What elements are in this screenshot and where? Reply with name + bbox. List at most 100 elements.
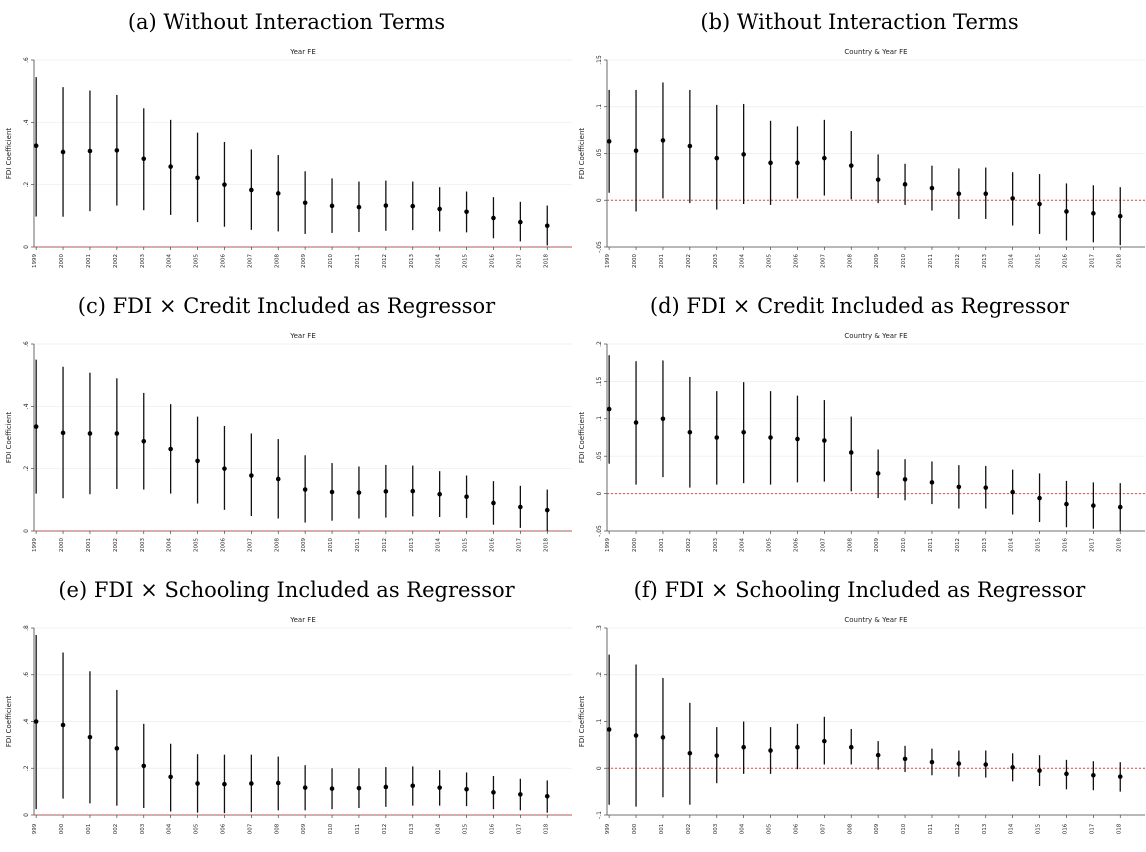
x-tick-label: 015 — [463, 823, 469, 834]
point-estimate — [518, 792, 523, 797]
point-estimate — [956, 191, 962, 197]
point-estimate — [633, 420, 639, 425]
x-tick-label: 2001 — [659, 254, 665, 268]
x-tick-label: 2015 — [1036, 254, 1042, 268]
point-estimate — [464, 209, 469, 215]
x-tick-label: 2016 — [489, 538, 495, 552]
x-tick-label: 000 — [632, 823, 638, 834]
x-tick-label: 011 — [355, 824, 361, 835]
point-estimate — [768, 748, 773, 753]
point-estimate — [1064, 209, 1069, 214]
x-tick-label: 2010 — [901, 254, 907, 268]
x-tick-label: 2004 — [740, 538, 746, 552]
x-tick-label: 2008 — [274, 538, 280, 552]
chart-title: Year FE — [289, 616, 316, 624]
y-axis-label: FDI Coefficient — [5, 128, 13, 179]
point-estimate — [275, 191, 281, 196]
point-estimate — [33, 424, 39, 429]
point-estimate — [848, 744, 854, 750]
point-estimate — [437, 785, 442, 790]
y-axis-label: FDI Coefficient — [578, 696, 586, 747]
x-tick-label: 2005 — [767, 538, 773, 552]
x-tick-label: 2006 — [220, 254, 226, 268]
x-tick-label: 2000 — [632, 538, 638, 552]
x-tick-label: 015 — [1036, 823, 1042, 834]
panel-caption: (a) Without Interaction Terms — [127, 10, 446, 34]
point-estimate — [302, 785, 308, 790]
panel-d: (d) FDI × Credit Included as Regressor C… — [573, 284, 1146, 568]
x-tick-label: 2013 — [982, 538, 988, 552]
coefficient-plot: Year FE FDI Coefficient 0 .2 .4 .6 .8 999 000 001… — [5, 616, 572, 835]
x-tick-label: 004 — [167, 823, 173, 834]
x-tick-label: 2003 — [140, 538, 146, 552]
y-axis-label: FDI Coefficient — [5, 696, 13, 747]
x-tick-label: 003 — [713, 823, 719, 834]
x-tick-label: 2004 — [167, 254, 173, 268]
point-estimate — [195, 781, 200, 786]
x-tick-label: 2011 — [355, 254, 361, 268]
x-tick-label: 013 — [409, 823, 415, 834]
y-tick-label: .15 — [596, 55, 603, 65]
x-tick-label: 2004 — [740, 254, 746, 268]
point-estimate — [60, 722, 66, 728]
x-tick-label: 006 — [793, 823, 799, 834]
point-estimate — [491, 790, 496, 795]
point-estimate — [1091, 503, 1096, 508]
point-estimate — [1091, 772, 1096, 778]
y-tick-label: .1 — [596, 416, 603, 422]
point-estimate — [222, 781, 227, 787]
panel-f: (f) FDI × Schooling Included as Regresso… — [573, 568, 1146, 852]
chart-title: Year FE — [289, 48, 316, 56]
x-tick-label: 006 — [220, 823, 226, 834]
point-estimate — [606, 727, 612, 732]
x-tick-label: 2010 — [328, 538, 334, 552]
point-estimate — [1010, 765, 1015, 770]
point-estimate — [1064, 501, 1069, 507]
panel-caption: (f) FDI × Schooling Included as Regresso… — [633, 578, 1086, 602]
x-tick-label: 011 — [928, 824, 934, 835]
x-tick-label: 008 — [847, 823, 853, 834]
x-tick-label: 005 — [767, 823, 773, 834]
y-tick-label: .2 — [596, 341, 603, 347]
x-tick-label: 014 — [1009, 823, 1015, 834]
point-estimate — [741, 744, 746, 750]
point-estimate — [302, 200, 308, 206]
x-tick-label: 2014 — [1009, 254, 1015, 268]
point-estimate — [114, 431, 120, 436]
point-estimate — [687, 750, 693, 756]
point-estimate — [983, 191, 989, 197]
panel-caption: (d) FDI × Credit Included as Regressor — [649, 294, 1070, 318]
x-tick-label: 2018 — [1116, 254, 1122, 268]
point-estimate — [929, 185, 935, 191]
x-tick-label: 017 — [516, 823, 522, 834]
point-estimate — [168, 164, 173, 169]
point-estimate — [687, 143, 693, 149]
point-estimate — [329, 489, 335, 495]
x-tick-label: 016 — [489, 823, 495, 834]
x-tick-label: 2001 — [659, 538, 665, 552]
point-estimate — [437, 491, 442, 497]
x-tick-label: 008 — [274, 823, 280, 834]
point-estimate — [848, 163, 854, 168]
y-tick-label: .6 — [23, 57, 30, 63]
x-tick-label: 018 — [543, 823, 549, 834]
x-tick-label: 001 — [86, 824, 92, 835]
x-tick-label: 2001 — [86, 538, 92, 552]
point-estimate — [410, 203, 416, 209]
x-tick-label: 018 — [1116, 823, 1122, 834]
x-tick-label: 010 — [328, 823, 334, 834]
x-tick-label: 012 — [955, 824, 961, 835]
y-tick-label: .2 — [23, 182, 30, 188]
y-tick-label: .2 — [23, 765, 30, 771]
point-estimate — [249, 473, 254, 478]
x-tick-label: 000 — [59, 823, 65, 834]
point-estimate — [660, 138, 666, 143]
panel-b: (b) Without Interaction Terms Country & … — [573, 0, 1146, 284]
y-tick-label: .6 — [23, 672, 30, 678]
x-tick-label: 2011 — [928, 254, 934, 268]
point-estimate — [141, 763, 147, 769]
y-tick-label: .4 — [23, 718, 30, 724]
point-estimate — [929, 759, 935, 765]
point-estimate — [902, 182, 908, 187]
x-tick-label: 2016 — [1062, 254, 1068, 268]
